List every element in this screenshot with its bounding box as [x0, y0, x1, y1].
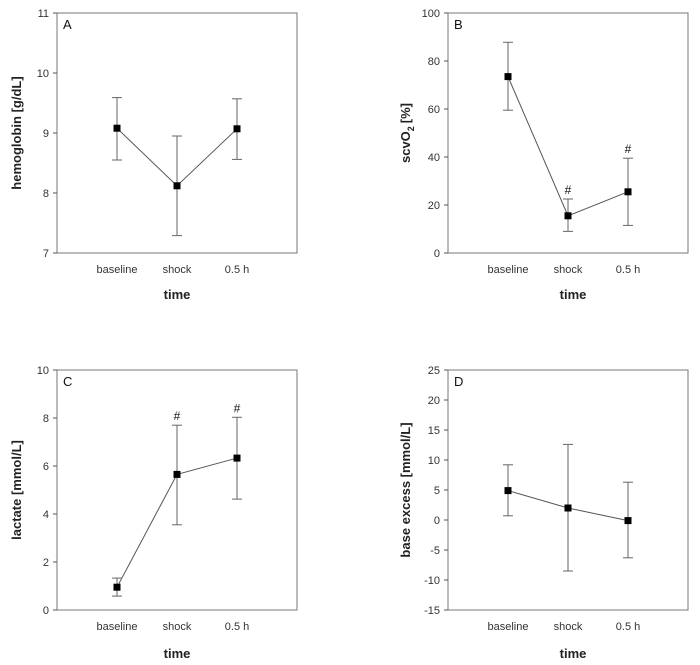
panel-c-significance-marker-1: #: [174, 409, 181, 423]
panel-b-x-axis-title: time: [560, 287, 587, 302]
panel-d-data-point-1: [564, 504, 572, 512]
panel-b-data-point-1: [564, 212, 572, 220]
panel-a-x-category-label-2: 0.5 h: [225, 264, 249, 276]
panel-b-x-category-label-2: 0.5 h: [616, 264, 640, 276]
panel-b-x-category-label-0: baseline: [488, 264, 529, 276]
panel-d-y-ticks: -15 -10 -5 0 5 10 15 20 25: [424, 365, 448, 617]
panel-c-y-tick-label-4: 8: [43, 413, 49, 425]
panel-a-y-tick-label-0: 7: [43, 248, 49, 260]
panel-a-x-axis-title: time: [164, 287, 191, 302]
panel-b-y-axis-title-subscript: 2: [406, 126, 416, 131]
panel-b-y-tick-label-5: 100: [422, 8, 440, 20]
panel-b-letter: B: [454, 17, 463, 32]
panel-b: B time scvO2 [%] 0 20 40 60 80 100 baseline sho…: [398, 8, 689, 302]
panel-d-y-tick-label-5: 10: [428, 455, 440, 467]
panel-b-plot-frame: [447, 12, 689, 254]
panel-a-y-tick-label-4: 11: [38, 8, 49, 20]
panel-c-series: ##: [112, 401, 242, 597]
panel-d-x-category-label-0: baseline: [488, 621, 529, 633]
panel-d-y-tick-label-6: 15: [428, 425, 440, 437]
panel-d-y-tick-label-2: -5: [430, 545, 440, 557]
panel-b-y-tick-label-2: 40: [428, 152, 440, 164]
panel-b-data-point-2: [624, 188, 632, 196]
panel-a-y-tick-label-3: 10: [37, 68, 49, 80]
panel-b-significance-marker-2: #: [625, 142, 632, 156]
panel-c-x-categories: baseline shock 0.5 h: [97, 621, 250, 633]
panel-a-x-categories: baseline shock 0.5 h: [97, 264, 250, 276]
panel-b-y-tick-label-0: 0: [434, 248, 440, 260]
panel-d-y-tick-label-7: 20: [428, 395, 440, 407]
panel-c-data-point-1: [173, 470, 181, 478]
panel-b-y-axis-title-unit: [%]: [398, 103, 413, 123]
panel-c-plot-frame: [56, 369, 298, 611]
panel-a-y-tick-label-2: 9: [43, 128, 49, 140]
panel-d-data-point-2: [624, 517, 632, 525]
panel-c-y-tick-label-0: 0: [43, 605, 49, 617]
panel-c-y-tick-label-5: 10: [37, 365, 49, 377]
panel-c-significance-marker-2: #: [234, 401, 241, 415]
panel-b-x-category-label-1: shock: [554, 264, 583, 276]
panel-a-x-category-label-1: shock: [163, 264, 192, 276]
panel-d-y-tick-label-8: 25: [428, 365, 440, 377]
panel-d-y-axis-title: base excess [mmol/L]: [398, 422, 413, 557]
panel-d-y-tick-label-4: 5: [434, 485, 440, 497]
panel-b-y-axis-title: scvO2 [%]: [398, 103, 416, 163]
panel-c-x-axis-title: time: [164, 646, 191, 661]
panel-b-y-tick-label-3: 60: [428, 104, 440, 116]
panel-b-y-tick-label-1: 20: [428, 200, 440, 212]
panel-a-series: [112, 97, 242, 237]
panel-d-y-tick-label-0: -15: [424, 605, 440, 617]
panel-a-letter: A: [63, 17, 72, 32]
panel-b-significance-marker-1: #: [565, 183, 572, 197]
panel-b-series: ##: [503, 41, 633, 232]
panel-d-series: [503, 443, 633, 572]
panel-c-letter: C: [63, 374, 72, 389]
panel-d-data-point-0: [504, 487, 512, 495]
panel-d-x-axis-title: time: [560, 646, 587, 661]
panel-c-y-tick-label-3: 6: [43, 461, 49, 473]
panel-c-y-axis-title: lactate [mmol/L]: [9, 440, 24, 540]
panel-c-x-category-label-0: baseline: [97, 621, 138, 633]
panel-a-data-point-0: [113, 124, 121, 132]
panel-c-x-category-label-1: shock: [163, 621, 192, 633]
panel-d-letter: D: [454, 374, 463, 389]
panel-c-y-tick-label-1: 2: [43, 557, 49, 569]
panel-b-x-categories: baseline shock 0.5 h: [488, 264, 641, 276]
panel-a-data-point-1: [173, 182, 181, 190]
panel-d-x-categories: baseline shock 0.5 h: [488, 621, 641, 633]
panel-c: C time lactate [mmol/L] 0 2 4 6 8 10 baseline…: [9, 365, 298, 661]
panel-a-y-axis-title: hemoglobin [g/dL]: [9, 76, 24, 189]
panel-a: A time hemoglobin [g/dL] 7 8 9 10 11 baselin…: [9, 8, 298, 302]
panel-b-y-ticks: 0 20 40 60 80 100: [422, 8, 448, 260]
panel-c-data-point-0: [113, 583, 121, 591]
panel-b-data-point-0: [504, 73, 512, 81]
panel-b-y-axis-title-main: scvO: [398, 131, 413, 163]
panel-c-y-ticks: 0 2 4 6 8 10: [37, 365, 57, 617]
panel-d-y-tick-label-1: -10: [424, 575, 440, 587]
panel-c-data-point-2: [233, 454, 241, 462]
panel-d: D time base excess [mmol/L] -15 -10 -5 0 5 10…: [398, 365, 689, 661]
panel-a-y-tick-label-1: 8: [43, 188, 49, 200]
panel-b-y-tick-label-4: 80: [428, 56, 440, 68]
panel-c-x-category-label-2: 0.5 h: [225, 621, 249, 633]
panel-a-data-point-2: [233, 125, 241, 133]
panel-d-y-tick-label-3: 0: [434, 515, 440, 527]
panel-a-y-ticks: 7 8 9 10 11: [37, 8, 57, 260]
panel-d-x-category-label-2: 0.5 h: [616, 621, 640, 633]
panel-d-x-category-label-1: shock: [554, 621, 583, 633]
panel-c-y-tick-label-2: 4: [43, 509, 49, 521]
panel-a-x-category-label-0: baseline: [97, 264, 138, 276]
